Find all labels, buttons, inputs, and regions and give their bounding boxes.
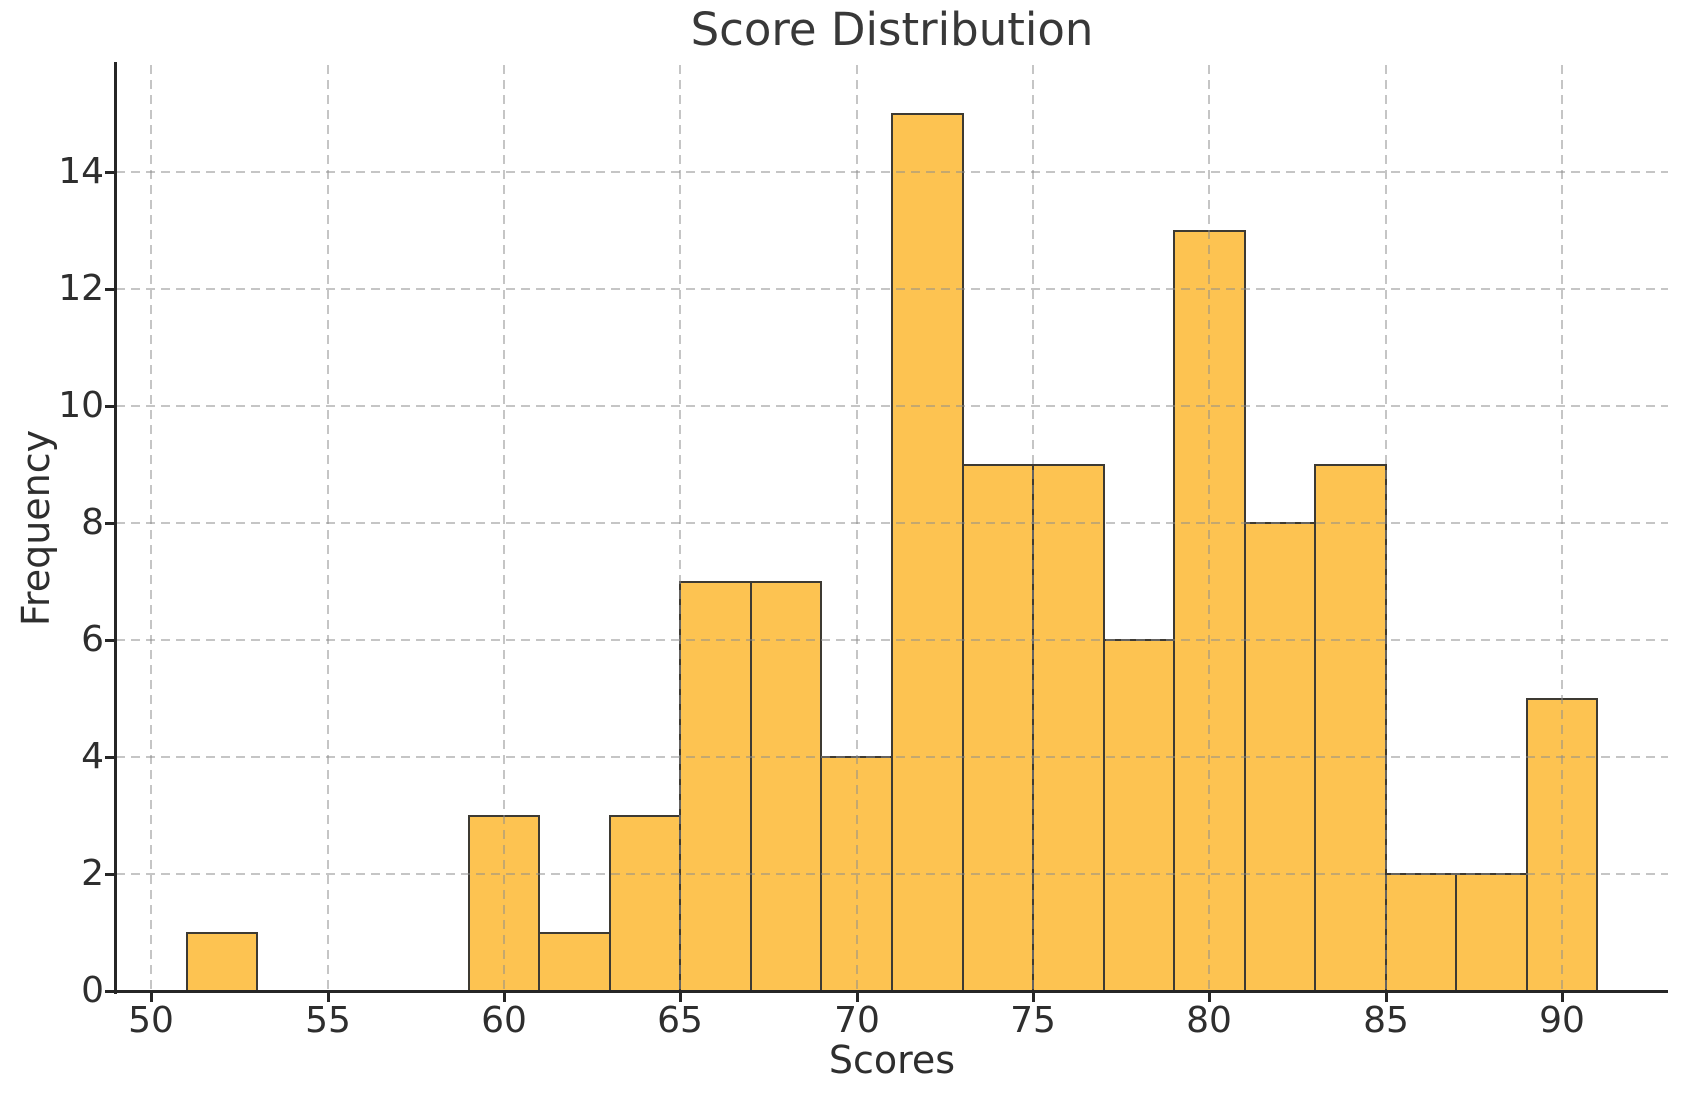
histogram-bar <box>1103 639 1175 993</box>
x-tick-label: 75 <box>1010 1000 1056 1041</box>
y-tick-mark <box>105 756 114 759</box>
chart-title: Score Distribution <box>690 3 1094 56</box>
y-tick-mark <box>105 639 114 642</box>
histogram-bar <box>609 815 681 993</box>
x-gridline <box>150 65 152 991</box>
y-tick-label: 12 <box>58 268 104 309</box>
x-tick-label: 85 <box>1363 1000 1409 1041</box>
y-tick-mark <box>105 288 114 291</box>
y-tick-mark <box>105 522 114 525</box>
histogram-bar <box>1032 464 1105 993</box>
histogram-bar <box>468 815 540 993</box>
x-tick-mark <box>1032 993 1035 1002</box>
histogram-bar <box>186 932 258 993</box>
y-tick-mark <box>105 171 114 174</box>
x-tick-mark <box>150 993 153 1002</box>
histogram-bar <box>1173 230 1246 993</box>
histogram-bar <box>891 113 964 993</box>
x-axis-spine <box>114 990 1668 993</box>
histogram-bar <box>1244 522 1316 993</box>
x-tick-mark <box>679 993 682 1002</box>
histogram-bar <box>750 581 822 993</box>
y-axis-label: Frequency <box>14 429 58 627</box>
x-tick-mark <box>327 993 330 1002</box>
x-tick-label: 65 <box>657 1000 703 1041</box>
histogram-bar <box>1526 698 1598 993</box>
histogram-bar <box>820 756 893 993</box>
y-tick-mark <box>105 990 114 993</box>
x-axis-label: Scores <box>828 1038 956 1082</box>
y-axis-spine <box>114 62 117 994</box>
x-tick-mark <box>503 993 506 1002</box>
histogram-bar <box>1314 464 1387 993</box>
x-tick-mark <box>1385 993 1388 1002</box>
histogram-bar <box>679 581 752 993</box>
x-tick-label: 50 <box>128 1000 174 1041</box>
x-tick-label: 55 <box>305 1000 351 1041</box>
histogram-bar <box>962 464 1034 993</box>
y-tick-label: 4 <box>81 736 104 777</box>
y-tick-label: 14 <box>58 151 104 192</box>
x-tick-label: 60 <box>481 1000 527 1041</box>
histogram-bar <box>1455 873 1528 993</box>
histogram-bar <box>538 932 611 993</box>
y-tick-mark <box>105 873 114 876</box>
y-tick-label: 0 <box>81 970 104 1011</box>
y-tick-label: 6 <box>81 619 104 660</box>
x-tick-mark <box>1208 993 1211 1002</box>
x-tick-label: 90 <box>1539 1000 1585 1041</box>
y-tick-label: 2 <box>81 853 104 894</box>
x-tick-label: 70 <box>834 1000 880 1041</box>
x-tick-label: 80 <box>1186 1000 1232 1041</box>
y-tick-mark <box>105 405 114 408</box>
x-tick-mark <box>1561 993 1564 1002</box>
y-tick-label: 10 <box>58 385 104 426</box>
x-gridline <box>327 65 329 991</box>
y-tick-label: 8 <box>81 502 104 543</box>
x-tick-mark <box>856 993 859 1002</box>
histogram-bar <box>1385 873 1457 993</box>
